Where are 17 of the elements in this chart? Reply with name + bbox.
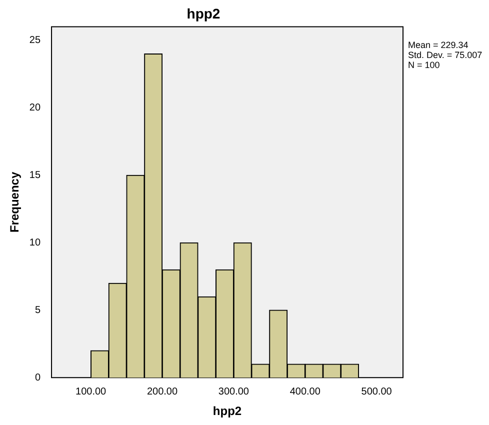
y-tick-label: 15 — [29, 170, 41, 181]
y-axis-title: Frequency — [8, 172, 22, 233]
y-tick-label: 5 — [34, 304, 41, 316]
x-tick-label: 300.00 — [218, 386, 250, 398]
chart-title: hpp2 — [186, 5, 220, 22]
text: N = 100 — [408, 60, 440, 70]
text: Mean = 229.34 — [408, 40, 468, 50]
x-tick-label: 400.00 — [290, 386, 321, 398]
x-tick-label: 200.00 — [146, 386, 178, 398]
y-tick-label: 0 — [34, 372, 41, 384]
x-axis-title: hpp2 — [212, 404, 242, 418]
x-tick-label: 100.00 — [76, 386, 107, 398]
y-tick-label: 25 — [29, 35, 41, 46]
text: Std. Dev. = 75.007 — [408, 50, 482, 60]
y-tick-label: 10 — [29, 237, 41, 248]
y-tick-label: 20 — [29, 102, 41, 114]
x-tick-label: 500.00 — [361, 386, 392, 398]
